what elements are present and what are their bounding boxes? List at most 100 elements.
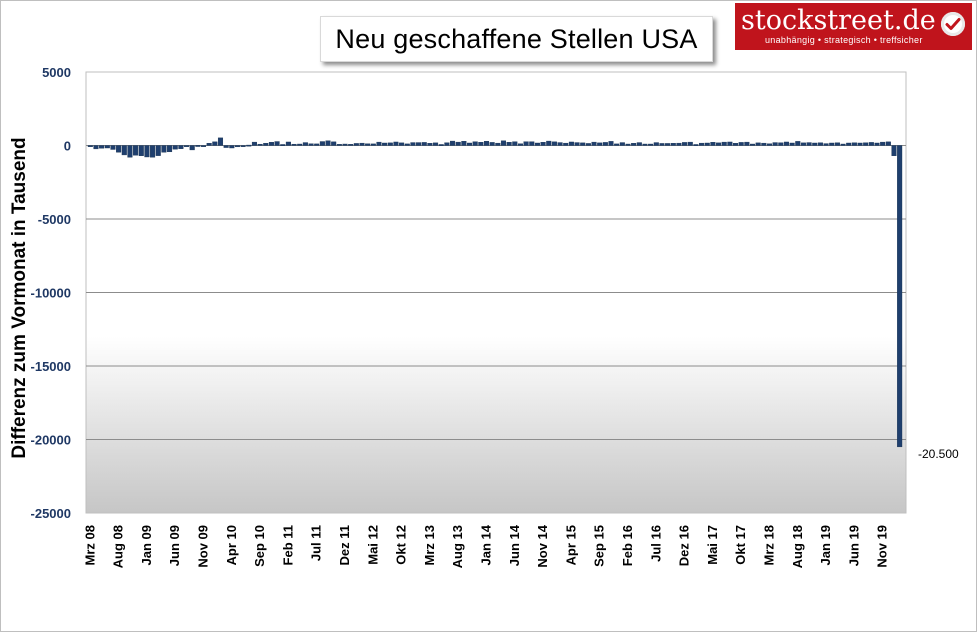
bar [874, 142, 880, 146]
bar [585, 143, 591, 146]
bar [676, 142, 682, 146]
bar [823, 143, 829, 146]
chart-title: Neu geschaffene Stellen USA [335, 23, 698, 54]
x-tick-label: Jun 14 [507, 524, 522, 566]
bar [783, 141, 789, 146]
bar [319, 141, 325, 146]
x-tick-label: Feb 11 [280, 525, 295, 565]
bar [631, 143, 637, 146]
x-tick-label: Nov 09 [196, 525, 211, 568]
x-tick-label: Jan 19 [818, 525, 833, 565]
bar [880, 141, 886, 146]
bar [693, 144, 699, 146]
bar [246, 144, 252, 147]
x-tick-label: Apr 15 [563, 525, 578, 565]
bar [155, 145, 161, 156]
bar [257, 143, 263, 146]
brand-logo[interactable]: stockstreet.de unabhängig • strategisch … [735, 3, 972, 50]
x-tick-label: Dez 16 [677, 525, 692, 566]
y-axis-label: Differenz zum Vormonat in Tausend [9, 137, 30, 459]
bar [274, 141, 280, 146]
chart-title-box: Neu geschaffene Stellen USA [320, 16, 713, 62]
bar [342, 143, 348, 146]
bar [325, 140, 331, 146]
bar [602, 142, 608, 146]
bar [551, 141, 557, 146]
bar [682, 142, 688, 146]
bar [817, 142, 823, 146]
bar [557, 142, 563, 146]
bar [738, 142, 744, 146]
bar [574, 142, 580, 146]
x-tick-label: Mrz 13 [422, 525, 437, 565]
bar [500, 140, 507, 146]
bar [851, 142, 857, 146]
bar [885, 141, 891, 146]
bar [495, 142, 501, 146]
bar [99, 145, 105, 149]
y-tick-label: 5000 [42, 65, 71, 80]
x-tick-label: Dez 11 [337, 525, 352, 565]
bar [478, 142, 484, 146]
bar [285, 141, 291, 146]
y-tick-label: -10000 [31, 286, 71, 301]
x-tick-label: Jul 16 [648, 525, 663, 562]
bar [648, 143, 654, 146]
bar [534, 142, 540, 146]
bar [489, 142, 495, 146]
brand-tagline: unabhängig • strategisch • treffsicher [765, 35, 923, 45]
bar [727, 141, 733, 146]
bar [614, 143, 620, 146]
bar [268, 142, 274, 146]
bar [642, 143, 648, 146]
bar [87, 145, 93, 147]
bar [308, 143, 314, 146]
bar [110, 145, 116, 150]
bar [789, 142, 795, 146]
x-tick-label: Nov 14 [535, 524, 550, 567]
bar [540, 142, 546, 146]
bar [670, 143, 676, 146]
x-tick-label: Mai 17 [705, 525, 720, 565]
x-tick-label: Okt 12 [394, 525, 409, 565]
bar [744, 141, 750, 146]
bar [314, 143, 320, 146]
bar [863, 142, 869, 146]
bar [229, 145, 235, 149]
bar [393, 141, 399, 146]
y-tick-label: -15000 [31, 359, 71, 374]
x-tick-label: Sep 15 [592, 525, 607, 567]
bar [891, 145, 897, 156]
bar [568, 141, 574, 146]
x-tick-label: Mai 12 [365, 525, 380, 565]
y-tick-label: -25000 [31, 506, 71, 521]
bar [144, 145, 150, 158]
bar [427, 143, 433, 146]
bar [251, 141, 257, 146]
x-tick-label: Aug 18 [790, 525, 805, 568]
x-tick-label: Mrz 08 [82, 525, 97, 565]
bar [455, 141, 461, 146]
bar [302, 142, 308, 146]
bar [834, 142, 840, 146]
data-label: -20.500 [918, 447, 959, 461]
bar [483, 141, 490, 146]
bar [387, 142, 393, 146]
bar [348, 144, 354, 146]
bar [116, 145, 122, 153]
bar [653, 142, 659, 146]
bar [212, 141, 218, 146]
bar [365, 143, 371, 146]
bar [331, 141, 337, 146]
bar [189, 145, 195, 151]
bar [404, 143, 410, 146]
bar [150, 145, 156, 158]
bar [217, 137, 224, 146]
bar [240, 145, 246, 147]
bar [749, 143, 756, 146]
x-tick-label: Apr 10 [224, 525, 239, 565]
bar [699, 142, 705, 146]
bar [444, 142, 450, 146]
bar [353, 143, 359, 146]
